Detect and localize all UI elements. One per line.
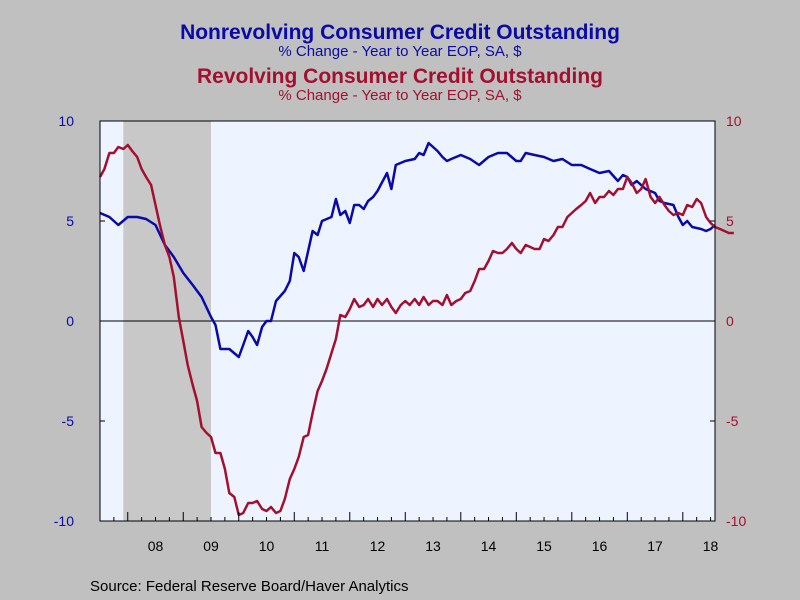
x-tick-label: 08 [148, 538, 164, 554]
x-tick-label: 16 [592, 538, 608, 554]
series-layer [98, 141, 734, 517]
x-tick-label: 17 [647, 538, 663, 554]
revolving-title: Revolving Consumer Credit Outstanding [196, 65, 604, 88]
revolving-subtitle: % Change - Year to Year EOP, SA, $ [278, 87, 522, 104]
x-tick-label: 09 [203, 538, 219, 554]
left-y-tick-label: -10 [54, 513, 74, 529]
x-tick-label: 12 [370, 538, 386, 554]
nonrevolving-subtitle: % Change - Year to Year EOP, SA, $ [278, 43, 522, 60]
right-y-tick-label: 5 [726, 213, 734, 229]
left-y-tick-label: 0 [66, 313, 74, 329]
axes-layer: 10 10 5 5 0 0 -5 -5 -10 -10 08 09 10 11 12 13 14 15 16 17 18 [54, 113, 747, 554]
source-note: Source: Federal Reserve Board/Haver Anal… [90, 578, 409, 595]
x-tick-label: 14 [481, 538, 497, 554]
x-tick-label: 15 [536, 538, 552, 554]
x-tick-label: 18 [703, 538, 719, 554]
left-y-tick-label: 5 [66, 213, 74, 229]
left-y-tick-label: 10 [58, 113, 74, 129]
right-y-tick-label: 10 [726, 113, 742, 129]
nonrevolving-title: Nonrevolving Consumer Credit Outstanding [180, 21, 620, 44]
series-line-revolving [98, 143, 734, 517]
x-tick-label: 10 [259, 538, 275, 554]
right-y-tick-label: 0 [726, 313, 734, 329]
right-y-tick-label: -5 [726, 413, 739, 429]
left-y-tick-label: -5 [62, 413, 75, 429]
x-tick-label: 13 [425, 538, 441, 554]
right-y-tick-label: -10 [726, 513, 746, 529]
x-tick-label: 11 [315, 538, 330, 554]
